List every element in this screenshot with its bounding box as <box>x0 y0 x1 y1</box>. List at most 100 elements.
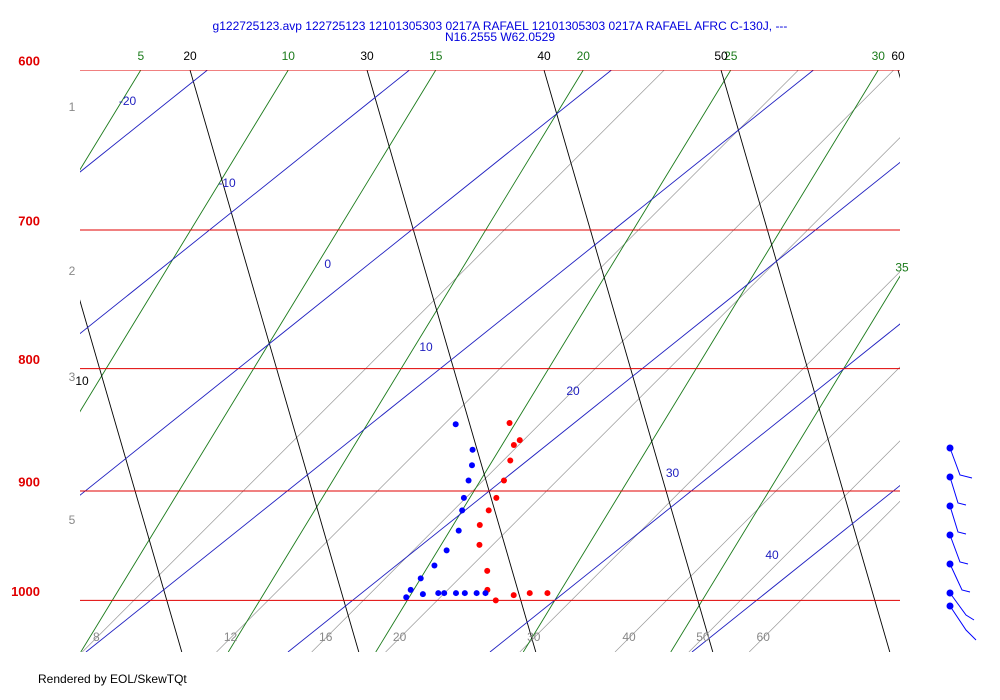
sounding-point <box>493 494 500 501</box>
isotherm-line <box>80 70 289 413</box>
wind-barbs <box>946 444 977 641</box>
isotherm-line <box>80 70 437 652</box>
footer: Rendered by EOL/SkewTQt <box>38 672 187 686</box>
moist-adiabat-line <box>489 323 900 652</box>
sounding-point <box>476 541 483 548</box>
moist-adiabat-label: 40 <box>765 548 779 562</box>
sounding-point <box>435 590 442 597</box>
isotherm-label: 20 <box>577 49 591 63</box>
dry-adiabat-line <box>543 70 714 652</box>
sounding-point <box>482 590 489 597</box>
isotherm-line <box>522 70 879 652</box>
mixing-ratio-label: 8 <box>93 630 100 644</box>
moist-adiabat-line <box>287 161 900 652</box>
isotherm-label: 35 <box>895 260 909 274</box>
sounding-point <box>417 575 424 582</box>
sounding-point <box>500 477 507 484</box>
moist-adiabat-line <box>80 70 612 496</box>
sounding-point <box>469 446 476 453</box>
dry-adiabat-label: 30 <box>360 49 374 63</box>
mixing-ratio-label: 40 <box>622 630 636 644</box>
isotherm-line <box>670 275 900 652</box>
moist-adiabat-label: 10 <box>419 340 433 354</box>
mixing-ratio-label: 16 <box>319 630 333 644</box>
height-label: 3 <box>69 370 76 384</box>
sounding-point <box>407 586 414 593</box>
isotherm-line <box>375 70 732 652</box>
dry-adiabat-line <box>720 70 891 652</box>
sounding-point <box>441 590 448 597</box>
mixing-ratio-label: 30 <box>527 630 541 644</box>
dry-adiabat-label: 50 <box>714 49 728 63</box>
mixing-ratio-line <box>82 70 665 652</box>
sounding-point <box>516 437 523 444</box>
mixing-ratio-line <box>311 70 894 652</box>
moist-adiabat-label: -20 <box>119 94 137 108</box>
moist-adiabat-line <box>85 70 814 652</box>
dry-adiabat-label: 60 <box>891 49 905 63</box>
isotherm-label: 15 <box>429 49 443 63</box>
sounding-point <box>506 420 513 427</box>
chart-subtitle: N16.2555 W62.0529 <box>445 30 555 44</box>
mixing-ratio-label: 50 <box>696 630 710 644</box>
chart-title: g122725123.avp 122725123 12101305303 021… <box>213 19 788 33</box>
sounding-point <box>468 462 475 469</box>
moist-adiabat-label: 20 <box>566 384 580 398</box>
sounding-point <box>419 591 426 598</box>
mixing-ratio-line <box>519 271 900 652</box>
sounding-point <box>544 590 551 597</box>
mixing-ratio-line <box>748 500 900 652</box>
sounding-point <box>455 527 462 534</box>
isotherm-line <box>80 70 142 171</box>
isotherm-line <box>227 70 584 652</box>
sounding-point <box>465 477 472 484</box>
sounding-point <box>443 547 450 554</box>
sounding-point <box>484 567 491 574</box>
mixing-ratio-label: 60 <box>757 630 771 644</box>
mixing-ratio-line <box>385 137 900 652</box>
dry-adiabat-line <box>366 70 537 652</box>
plot-lines <box>80 70 900 652</box>
isotherm-label: 30 <box>872 49 886 63</box>
mixing-ratio-line <box>688 440 900 652</box>
sounding-point <box>510 592 517 599</box>
pressure-label: 700 <box>18 213 40 228</box>
sounding-point <box>403 594 410 601</box>
pressure-label: 1000 <box>11 584 40 599</box>
mixing-ratio-line <box>216 70 799 652</box>
sounding-point <box>476 522 483 529</box>
sounding-point <box>452 421 459 428</box>
moist-adiabat-line <box>80 70 410 335</box>
sounding-point <box>473 590 480 597</box>
moist-adiabat-line <box>80 70 208 173</box>
dry-adiabat-label: 10 <box>75 374 89 388</box>
sounding-point <box>492 597 499 604</box>
sounding-point <box>485 507 492 514</box>
height-label: 2 <box>69 264 76 278</box>
pressure-label: 800 <box>18 352 40 367</box>
dry-adiabat-label: 20 <box>183 49 197 63</box>
dry-adiabat-line <box>189 70 360 652</box>
sounding-point <box>460 494 467 501</box>
moist-adiabat-label: 0 <box>324 257 331 271</box>
pressure-label: 600 <box>18 53 40 68</box>
mixing-ratio-line <box>614 366 900 652</box>
height-label: 5 <box>69 513 76 527</box>
moist-adiabat-line <box>691 485 900 652</box>
isotherm-label: 25 <box>724 49 738 63</box>
mixing-ratio-label: 12 <box>224 630 238 644</box>
pressure-label: 900 <box>18 474 40 489</box>
sounding-point <box>510 441 517 448</box>
moist-adiabat-label: -10 <box>218 176 236 190</box>
sounding-point <box>431 562 438 569</box>
sounding-point <box>461 590 468 597</box>
dry-adiabat-line <box>80 299 183 652</box>
sounding-point <box>507 457 514 464</box>
isotherm-label: 5 <box>137 49 144 63</box>
sounding-point <box>459 507 466 514</box>
isotherm-label: 10 <box>282 49 296 63</box>
mixing-ratio-label: 20 <box>393 630 407 644</box>
sounding-point <box>452 590 459 597</box>
